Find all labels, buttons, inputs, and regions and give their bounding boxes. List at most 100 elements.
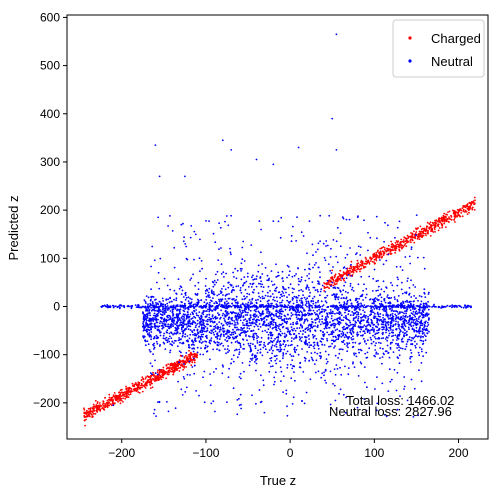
neutral-point (289, 333, 291, 335)
neutral-point (419, 324, 422, 327)
charged-point (438, 220, 441, 222)
neutral-point (239, 315, 242, 317)
charged-point (188, 357, 191, 360)
neutral-point (202, 322, 205, 325)
charged-point (400, 246, 402, 248)
neutral-point (290, 340, 293, 342)
neutral-point (253, 288, 256, 291)
neutral-point (256, 352, 259, 354)
neutral-point (385, 326, 388, 329)
neutral-point (258, 323, 261, 325)
neutral-point (239, 289, 242, 292)
neutral-point (363, 283, 365, 286)
charged-point (174, 368, 177, 371)
neutral-point (197, 288, 200, 290)
neutral-point (354, 325, 357, 327)
neutral-point (298, 299, 301, 302)
neutral-point (465, 306, 467, 309)
neutral-point (347, 346, 349, 349)
neutral-point (272, 321, 275, 324)
neutral-point (214, 330, 217, 333)
neutral-point (152, 302, 154, 305)
charged-point (466, 207, 469, 210)
neutral-point (190, 301, 193, 304)
neutral-point (347, 319, 350, 321)
neutral-point (279, 340, 282, 343)
neutral-point (196, 304, 199, 307)
neutral-point (222, 345, 225, 347)
charged-point (413, 236, 416, 239)
charged-point (138, 392, 141, 394)
neutral-point (206, 288, 208, 291)
charged-point (183, 361, 186, 363)
neutral-point (234, 326, 236, 329)
neutral-point (246, 320, 249, 322)
neutral-point (248, 364, 251, 367)
neutral-point (281, 290, 284, 293)
neutral-point (165, 336, 168, 339)
neutral-point (279, 330, 282, 333)
charged-point (166, 371, 169, 374)
neutral-point (402, 306, 404, 308)
neutral-point (290, 363, 292, 366)
charged-point (424, 232, 427, 235)
charged-point (113, 396, 116, 398)
neutral-point (313, 344, 316, 346)
neutral-point (339, 388, 342, 391)
charged-point (109, 403, 112, 406)
charged-point (375, 252, 378, 254)
neutral-point (359, 330, 362, 333)
neutral-point (236, 340, 239, 342)
neutral-point (214, 327, 217, 329)
neutral-point (146, 340, 149, 343)
neutral-point (344, 290, 347, 293)
neutral-point (314, 335, 316, 337)
neutral-point (352, 312, 355, 314)
neutral-point (418, 311, 420, 314)
charged-point (144, 383, 147, 386)
neutral-point (377, 285, 380, 288)
neutral-point (262, 323, 265, 326)
neutral-point (285, 344, 287, 346)
neutral-point (314, 351, 316, 354)
neutral-point (440, 307, 442, 309)
neutral-point (220, 273, 223, 275)
neutral-point (149, 350, 152, 353)
charged-point (378, 255, 381, 258)
charged-point (431, 230, 433, 233)
charged-point (361, 262, 363, 265)
neutral-point (200, 315, 202, 317)
charged-point (191, 359, 193, 362)
neutral-point (226, 330, 229, 333)
charged-point (129, 387, 131, 390)
neutral-point (368, 332, 371, 334)
neutral-point (333, 347, 335, 349)
neutral-point (374, 305, 377, 308)
neutral-point (296, 297, 299, 299)
neutral-point (397, 317, 400, 320)
neutral-point (428, 330, 430, 333)
neutral-point (165, 299, 168, 301)
neutral-point (250, 316, 252, 319)
neutral-point (231, 322, 234, 325)
neutral-point (404, 316, 407, 318)
neutral-point (320, 310, 323, 313)
neutral-point (396, 344, 399, 346)
neutral-point (169, 317, 172, 320)
neutral-point (283, 318, 286, 320)
neutral-point (391, 319, 393, 322)
neutral-point (225, 312, 228, 315)
neutral-point (205, 310, 207, 312)
neutral-point (181, 335, 184, 338)
neutral-point (255, 310, 257, 313)
neutral-point (346, 345, 348, 347)
neutral-point (198, 325, 201, 328)
neutral-point (291, 299, 294, 301)
neutral-point (320, 355, 322, 358)
neutral-point (422, 316, 425, 319)
neutral-point (363, 366, 366, 368)
neutral-point (323, 327, 326, 330)
charged-point (360, 261, 362, 264)
neutral-point (260, 280, 262, 283)
neutral-point (367, 315, 369, 318)
